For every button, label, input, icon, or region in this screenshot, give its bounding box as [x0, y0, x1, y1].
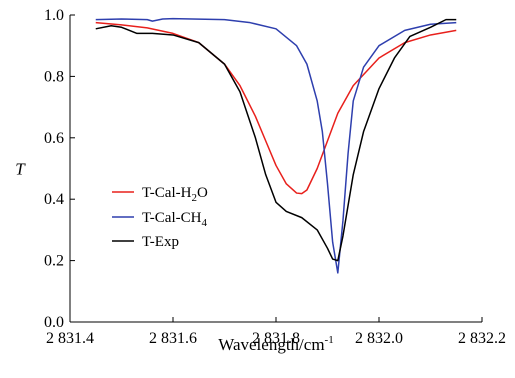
x-tick-label: 2 832.0 — [355, 330, 403, 347]
series-lines — [95, 17, 457, 274]
x-axis-title: Wavelength/cm-1 — [218, 334, 333, 354]
legend-label-1: T-Cal-H2O — [142, 185, 208, 204]
y-tick-label: 0.0 — [44, 314, 64, 331]
series-line-3 — [95, 18, 457, 262]
y-tick-label: 0.4 — [44, 191, 64, 208]
x-tick-label: 2 831.4 — [46, 330, 94, 347]
y-tick-label: 0.2 — [44, 253, 64, 270]
x-tick-label: 2 831.6 — [149, 330, 197, 347]
legend: T-Cal-H2O T-Cal-CH4 T-Exp — [112, 185, 208, 250]
axes: 0.0 0.2 0.4 0.6 0.8 1.0 2 831.4 2 831.6 2 831.8 2… — [15, 7, 506, 354]
legend-label-3: T-Exp — [142, 234, 179, 250]
x-tick-label: 2 831.8 — [252, 330, 300, 347]
series-line-2 — [95, 17, 457, 274]
y-tick-label: 0.8 — [44, 68, 64, 85]
legend-label-2: T-Cal-CH4 — [142, 210, 207, 229]
y-tick-label: 0.6 — [44, 130, 64, 147]
y-tick-label: 1.0 — [44, 7, 64, 24]
y-axis-title: T — [15, 160, 26, 179]
x-tick-label: 2 832.2 — [458, 330, 506, 347]
